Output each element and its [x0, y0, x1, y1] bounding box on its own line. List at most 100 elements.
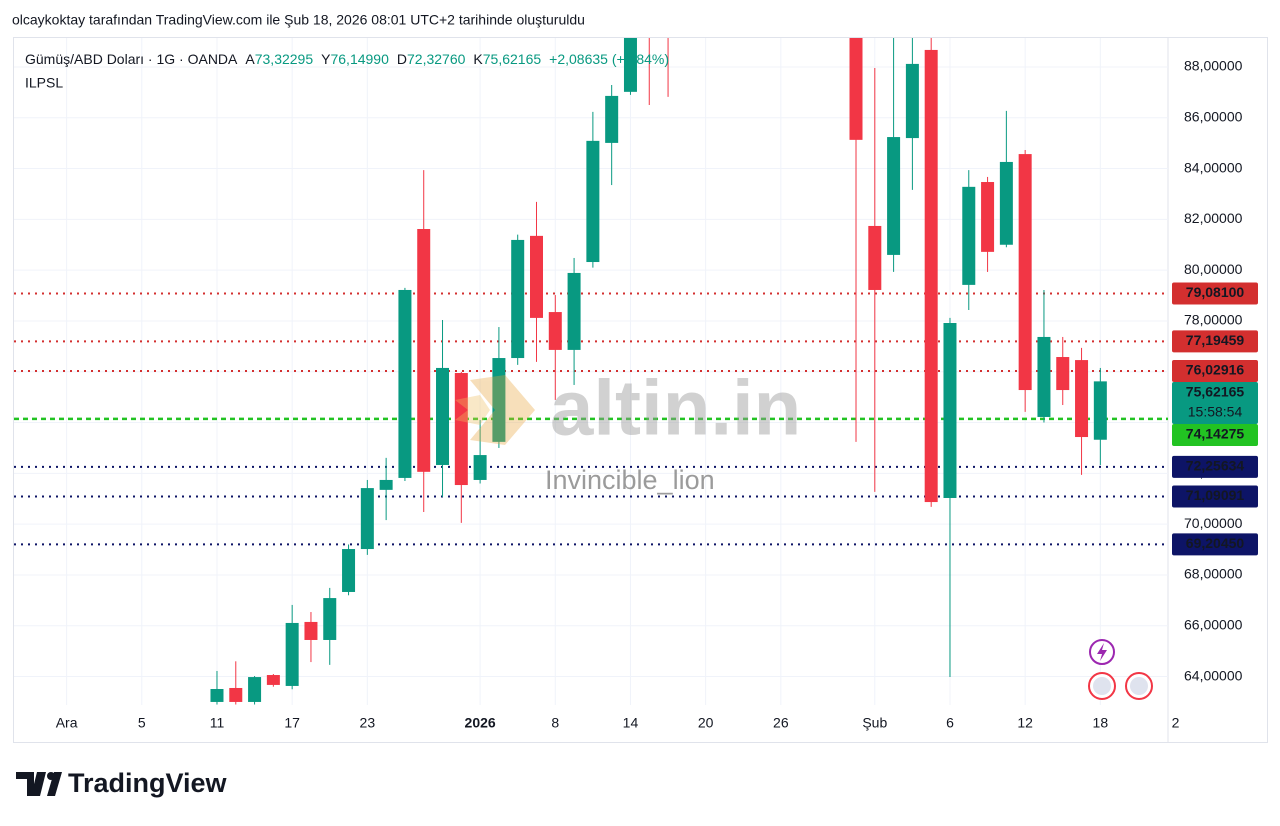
candle-body — [1075, 360, 1089, 438]
level-label: 77,19459 — [1186, 332, 1245, 348]
event-icons — [1088, 639, 1153, 700]
y-tick-label: 70,00000 — [1184, 515, 1243, 531]
candle-body — [229, 687, 243, 702]
y-tick-label: 84,00000 — [1184, 159, 1243, 175]
candle-body — [417, 229, 431, 472]
level-label-box — [1172, 360, 1258, 383]
candle-body — [868, 225, 882, 290]
symbol-line: Gümüş/ABD Doları · 1G · OANDA A73,32295 Y7… — [25, 51, 669, 67]
watermark-logo — [455, 375, 535, 445]
indicator: ILPSL — [25, 75, 63, 91]
y-tick-label: 66,00000 — [1184, 616, 1243, 632]
x-tick-label: 26 — [773, 715, 789, 731]
candle-body — [1093, 381, 1107, 440]
x-tick-label: 17 — [284, 715, 300, 731]
candle-body — [285, 622, 299, 686]
level-label: 71,09091 — [1186, 487, 1245, 503]
level-label: 72,25634 — [1186, 458, 1245, 474]
caption: olcaykoktay tarafından TradingView.com i… — [12, 12, 585, 28]
x-tick-label: 2026 — [465, 715, 496, 731]
level-label: 74,14275 — [1186, 426, 1245, 442]
x-tick-label: 8 — [551, 715, 559, 731]
x-tick-label: 14 — [623, 715, 639, 731]
candle-body — [981, 182, 995, 252]
level-label: 79,08100 — [1186, 284, 1245, 300]
candle-body — [999, 161, 1013, 245]
footer-brand: TradingView — [68, 768, 228, 798]
change: +2,08635 (+2,84%) — [549, 51, 669, 67]
ohlc-key: D — [397, 51, 407, 67]
candle-body — [342, 549, 356, 592]
level-label: 69,20450 — [1186, 535, 1245, 551]
candle-body — [323, 598, 337, 640]
y-tick-label: 88,00000 — [1184, 58, 1243, 74]
candle-body — [511, 239, 525, 359]
candle-body — [662, 0, 675, 29]
x-tick-label: 11 — [210, 715, 225, 731]
candle-body — [248, 677, 262, 702]
x-tick-label: 23 — [360, 715, 376, 731]
candle-body — [643, 0, 656, 16]
x-tick-label: 18 — [1093, 715, 1109, 731]
y-tick-label: 78,00000 — [1184, 312, 1243, 328]
candle-body — [586, 140, 600, 263]
candle-body — [1018, 154, 1032, 391]
x-tick-label: Şub — [862, 715, 887, 731]
plot-area — [14, 0, 1168, 705]
candle-body — [623, 38, 637, 92]
symbol: Gümüş/ABD Doları · 1G · OANDA — [25, 51, 238, 67]
x-tick-label: 12 — [1017, 715, 1033, 731]
ohlc-key: A — [245, 51, 255, 67]
ohlc-value: 76,14990 — [330, 51, 389, 67]
x-tick-label: 5 — [138, 715, 146, 731]
candle-body — [360, 488, 374, 550]
level-label-box — [1172, 455, 1258, 478]
candle-body — [905, 63, 919, 139]
candle-body — [398, 289, 412, 478]
candle-body — [529, 235, 543, 318]
watermarks: altin.in Invincible_lion — [455, 364, 801, 495]
footer-logo: TradingView — [16, 768, 228, 798]
candle-body — [304, 621, 318, 640]
level-label-box — [1172, 533, 1258, 556]
level-label-box — [1172, 424, 1258, 447]
candle-body — [962, 186, 976, 285]
level-label-box — [1172, 330, 1258, 353]
x-tick-label: 6 — [946, 715, 954, 731]
last-price-label: 75,62165 — [1186, 384, 1245, 400]
candle-body — [849, 38, 863, 140]
candle-body — [924, 49, 938, 503]
candle-body — [379, 479, 393, 490]
watermark-brand: altin.in — [550, 364, 801, 452]
level-label: 76,02916 — [1186, 362, 1245, 378]
y-tick-label: 82,00000 — [1184, 210, 1243, 226]
x-tick-label: 20 — [698, 715, 714, 731]
candle-body — [210, 688, 224, 702]
x-tick-label: 2 — [1172, 715, 1180, 731]
watermark-user: Invincible_lion — [545, 465, 715, 495]
ohlc-key: K — [473, 51, 483, 67]
ohlc-value: 73,32295 — [255, 51, 314, 67]
candle-body — [436, 367, 450, 465]
level-label-box — [1172, 485, 1258, 508]
candle-body — [1037, 336, 1051, 417]
candle-body — [1056, 357, 1070, 391]
y-tick-label: 80,00000 — [1184, 261, 1243, 277]
candle-body — [567, 272, 581, 350]
y-tick-label: 64,00000 — [1184, 667, 1243, 683]
candle-body — [492, 358, 506, 442]
ohlc-value: 72,32760 — [407, 51, 466, 67]
candle-body — [266, 675, 280, 685]
ohlc-value: 75,62165 — [483, 51, 542, 67]
candle-body — [943, 322, 957, 498]
x-tick-label: Ara — [56, 715, 78, 731]
candle-body — [605, 95, 619, 143]
last-price-box — [1172, 382, 1258, 425]
y-tick-label: 86,00000 — [1184, 108, 1243, 124]
ohlc-key: Y — [321, 51, 331, 67]
candle-body — [887, 137, 901, 255]
candle-body — [473, 455, 487, 480]
countdown: 15:58:54 — [1188, 404, 1243, 420]
y-tick-label: 68,00000 — [1184, 566, 1243, 582]
